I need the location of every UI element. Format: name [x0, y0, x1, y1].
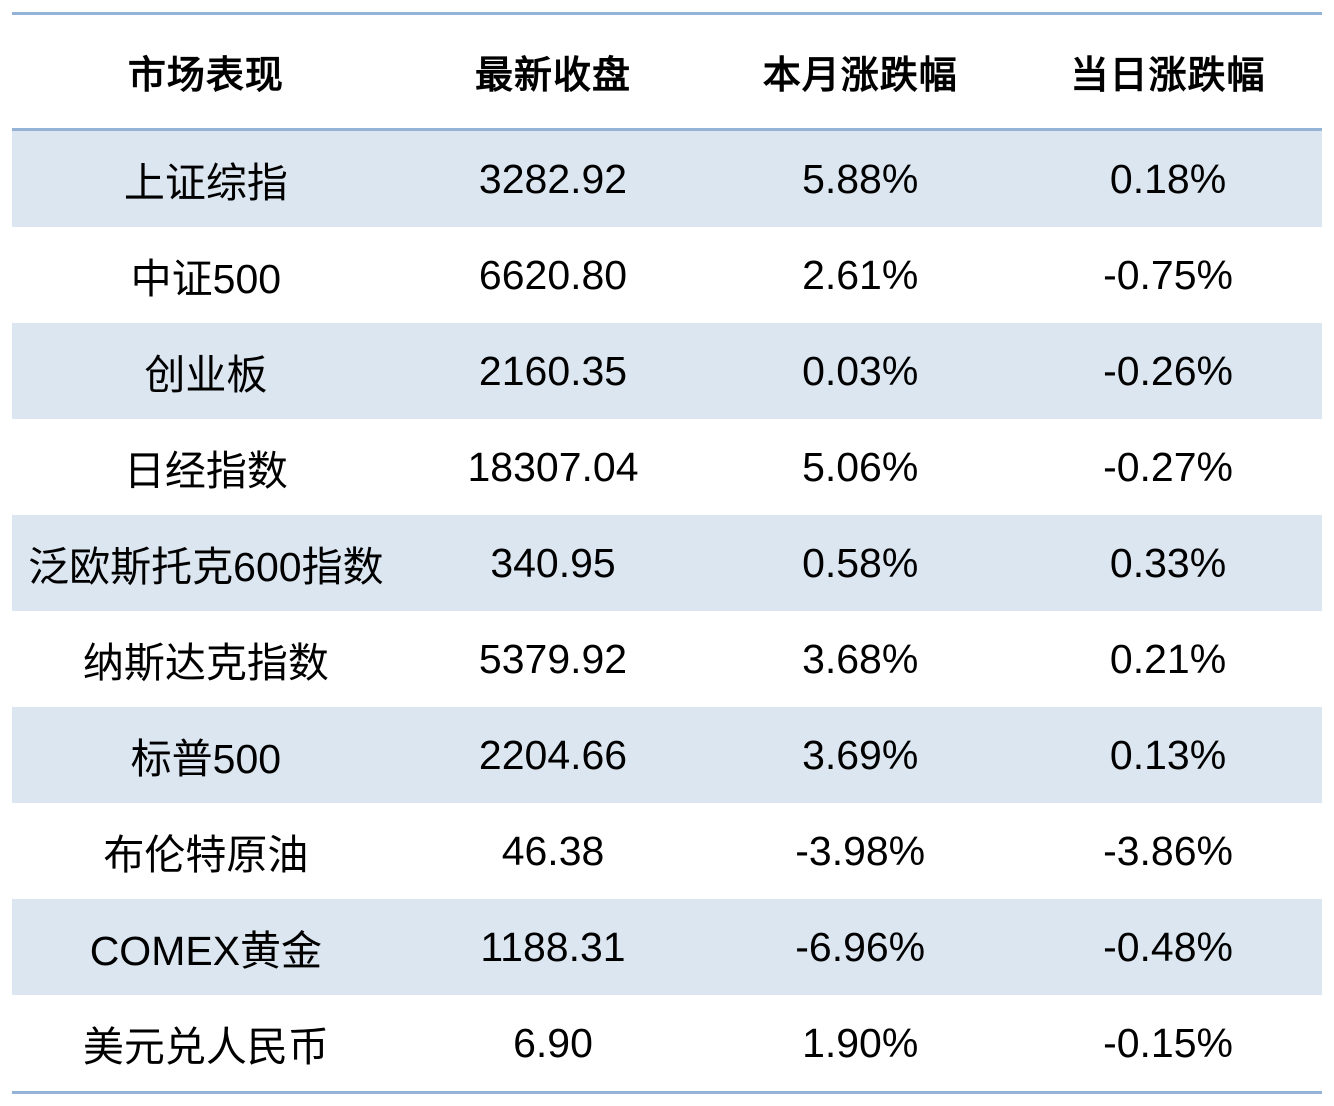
latest-close-cell: 1188.31 — [480, 923, 626, 970]
market-name-cell: 美元兑人民币 — [82, 1024, 329, 1070]
table-header-row: 市场表现 最新收盘 本月涨跌幅 当日涨跌幅 — [12, 15, 1322, 131]
latest-close-cell: 6620.80 — [478, 251, 628, 298]
market-name-cell: 泛欧斯托克600指数 — [28, 544, 384, 590]
table-row: COMEX黄金 1188.31 -6.96% -0.48% — [12, 899, 1322, 995]
header-month-change: 本月涨跌幅 — [762, 55, 958, 97]
latest-close-cell: 2204.66 — [478, 731, 628, 778]
day-change-cell: -0.26% — [1103, 347, 1233, 394]
market-name-cell: 布伦特原油 — [103, 832, 309, 878]
day-change-cell: -0.15% — [1103, 1019, 1233, 1066]
day-change-cell: 0.13% — [1109, 731, 1227, 778]
header-latest-close: 最新收盘 — [475, 55, 632, 97]
latest-close-cell: 18307.04 — [467, 443, 639, 490]
latest-close-cell: 5379.92 — [478, 635, 628, 682]
market-name-cell: 日经指数 — [123, 448, 288, 494]
month-change-cell: 3.68% — [802, 635, 919, 682]
table-row: 纳斯达克指数 5379.92 3.68% 0.21% — [12, 611, 1322, 707]
table-row: 中证500 6620.80 2.61% -0.75% — [12, 227, 1322, 323]
header-day-change: 当日涨跌幅 — [1070, 55, 1266, 97]
market-name-cell: 中证500 — [130, 256, 282, 302]
latest-close-cell: 340.95 — [490, 539, 616, 586]
month-change-cell: 1.90% — [802, 1019, 919, 1066]
table-row: 创业板 2160.35 0.03% -0.26% — [12, 323, 1322, 419]
day-change-cell: -3.86% — [1103, 827, 1233, 874]
header-market: 市场表现 — [127, 55, 284, 97]
market-performance-table: 市场表现 最新收盘 本月涨跌幅 当日涨跌幅 上证综指 3282.92 5.88%… — [12, 12, 1322, 1094]
month-change-cell: -3.98% — [795, 827, 926, 874]
day-change-cell: -0.27% — [1103, 443, 1233, 490]
month-change-cell: 3.69% — [802, 731, 919, 778]
day-change-cell: -0.48% — [1103, 923, 1233, 970]
latest-close-cell: 46.38 — [501, 827, 605, 874]
market-name-cell: 标普500 — [130, 736, 282, 782]
month-change-cell: 0.58% — [802, 539, 919, 586]
table-row: 上证综指 3282.92 5.88% 0.18% — [12, 131, 1322, 227]
month-change-cell: 0.03% — [802, 347, 919, 394]
table-row: 泛欧斯托克600指数 340.95 0.58% 0.33% — [12, 515, 1322, 611]
day-change-cell: -0.75% — [1103, 251, 1233, 298]
month-change-cell: 5.06% — [802, 443, 919, 490]
table-row: 布伦特原油 46.38 -3.98% -3.86% — [12, 803, 1322, 899]
market-name-cell: 上证综指 — [123, 160, 288, 206]
day-change-cell: 0.18% — [1109, 155, 1227, 202]
table-row: 美元兑人民币 6.90 1.90% -0.15% — [12, 995, 1322, 1091]
latest-close-cell: 3282.92 — [478, 155, 628, 202]
latest-close-cell: 6.90 — [513, 1019, 593, 1066]
month-change-cell: -6.96% — [795, 923, 926, 970]
table-row: 标普500 2204.66 3.69% 0.13% — [12, 707, 1322, 803]
day-change-cell: 0.21% — [1109, 635, 1227, 682]
latest-close-cell: 2160.35 — [478, 347, 628, 394]
day-change-cell: 0.33% — [1109, 539, 1227, 586]
market-name-cell: COMEX黄金 — [89, 928, 323, 974]
table-row: 日经指数 18307.04 5.06% -0.27% — [12, 419, 1322, 515]
market-name-cell: 纳斯达克指数 — [82, 640, 329, 686]
month-change-cell: 2.61% — [802, 251, 919, 298]
market-name-cell: 创业板 — [144, 352, 268, 398]
month-change-cell: 5.88% — [802, 155, 919, 202]
